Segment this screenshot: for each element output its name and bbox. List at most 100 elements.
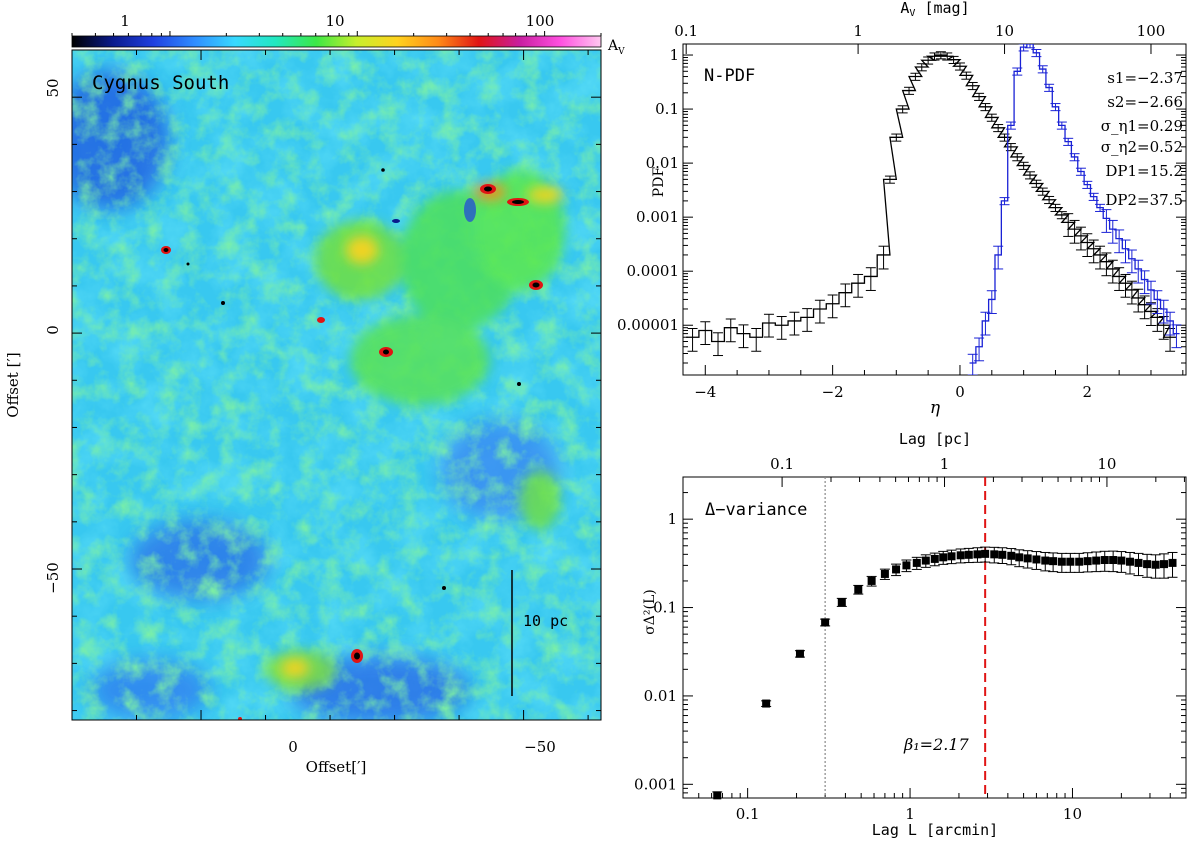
map-y-tick-label: 0: [44, 325, 62, 335]
npdf-y-tick-label: 1: [669, 46, 679, 64]
colorbar-tick-label: 1: [120, 12, 130, 30]
dv-data-point: [998, 550, 1007, 559]
dv-data-point: [990, 550, 999, 559]
delta-variance-reference-lines: [824, 477, 987, 798]
delta-variance-axes: 0.1 1 10 0.1 1 10 0.001 0.01 0.1 1: [634, 455, 1187, 823]
dv-data-point: [1075, 557, 1084, 566]
dv-data-point: [1151, 560, 1160, 569]
npdf-series-0: [686, 51, 1177, 357]
dv-top-tick-label: 1: [940, 455, 950, 473]
dv-data-point: [1041, 556, 1050, 565]
dv-data-point: [1159, 560, 1168, 569]
npdf-y-tick-label: 0.01: [646, 154, 679, 172]
npdf-y-tick-label: 0.00001: [617, 316, 679, 334]
npdf-top-tick-label: 100: [1137, 22, 1166, 40]
dv-data-point: [947, 552, 956, 561]
dv-data-point: [1125, 557, 1134, 566]
dv-data-point: [939, 553, 948, 562]
map-x-tick-label: −50: [524, 738, 556, 756]
dv-data-point: [981, 549, 990, 558]
npdf-x-tick-label: 2: [1083, 383, 1093, 401]
npdf-annotation-sigma1: σ_η1=0.29: [1101, 117, 1183, 135]
npdf-panel: −4 −2 0 2 0.00001 0.0001 0.001 0.01 0.1 1 0.1 1 10 10…: [617, 0, 1187, 418]
dv-data-point: [973, 550, 982, 559]
dv-data-point: [1109, 556, 1118, 565]
npdf-top-tick-label: 0.1: [674, 22, 698, 40]
dv-data-point: [837, 598, 846, 607]
dv-data-point: [1057, 557, 1066, 566]
map-y-tick-label: −50: [44, 562, 62, 594]
dv-data-point: [1083, 557, 1092, 566]
dv-data-point: [956, 551, 965, 560]
npdf-y-tick-label: 0.1: [655, 100, 679, 118]
npdf-y-tick-label: 0.0001: [627, 262, 680, 280]
colorbar: [71, 35, 602, 48]
delta-variance-annotation: β₁=2.17: [903, 735, 970, 754]
delta-variance-x-axis-label: Lag L [arcmin]: [872, 821, 998, 839]
map-y-axis-label: Offset [′]: [4, 352, 22, 417]
npdf-annotation-s1: s1=−2.37: [1107, 69, 1183, 87]
dv-data-point: [1134, 558, 1143, 567]
npdf-y-axis-label: PDF: [651, 167, 667, 198]
dv-data-point: [821, 618, 830, 627]
colorbar-label: AV: [607, 38, 625, 57]
npdf-annotation-dp1: DP1=15.2: [1105, 162, 1183, 180]
dv-data-point: [1032, 555, 1041, 564]
dv-data-point: [930, 554, 939, 563]
dv-x-tick-label: 1: [905, 805, 915, 823]
npdf-top-tick-label: 10: [995, 22, 1014, 40]
delta-variance-series: [712, 546, 1178, 800]
dv-x-tick-label: 0.1: [736, 805, 760, 823]
av-map-panel: 1 10 100 AV 0 −50 50 0 −50 Offset[′] Off…: [4, 12, 625, 776]
dv-data-point: [964, 550, 973, 559]
npdf-x-tick-label: −2: [822, 383, 844, 401]
npdf-axes: −4 −2 0 2 0.00001 0.0001 0.001 0.01 0.1 1 0.1 1 10 10…: [617, 22, 1186, 401]
colorbar-tick-label: 10: [325, 12, 344, 30]
dv-data-point: [1066, 557, 1075, 566]
dv-y-tick-label: 0.1: [653, 599, 677, 617]
scale-bar-label: 10 pc: [523, 612, 568, 630]
dv-data-point: [1143, 560, 1152, 569]
npdf-frame: [682, 43, 1187, 376]
dv-data-point: [921, 556, 930, 565]
npdf-annotation-dp2: DP2=37.5: [1105, 191, 1183, 209]
dv-data-point: [1117, 556, 1126, 565]
npdf-x-tick-label: −4: [694, 383, 716, 401]
dv-data-point: [1049, 557, 1058, 566]
delta-variance-panel: 0.1 1 10 0.1 1 10 0.001 0.01 0.1 1 Δ−variance β₁=…: [634, 430, 1187, 839]
dv-y-tick-label: 0.001: [634, 775, 677, 793]
npdf-series: [686, 44, 1182, 375]
map-x-tick-label: 0: [288, 738, 298, 756]
delta-variance-y-axis-label: σΔ²(L): [642, 589, 658, 635]
map-x-axis-label: Offset[′]: [306, 758, 367, 776]
npdf-step-line: [686, 54, 1177, 343]
dv-data-point: [795, 649, 804, 658]
dv-data-point: [762, 699, 771, 708]
npdf-x-axis-label: η: [930, 398, 941, 418]
dv-data-point: [854, 585, 863, 594]
npdf-title: N-PDF: [704, 66, 755, 86]
dv-data-point: [867, 576, 876, 585]
delta-variance-frame: [682, 476, 1187, 799]
npdf-top-axis-label: AV [mag]: [900, 0, 969, 19]
npdf-annotation-sigma2: σ_η2=0.52: [1101, 138, 1183, 156]
npdf-series-1: [967, 44, 1182, 375]
delta-variance-top-axis-label: Lag [pc]: [899, 430, 971, 448]
dv-data-point: [1100, 556, 1109, 565]
dv-x-tick-label: 10: [1063, 805, 1082, 823]
dv-data-point: [912, 558, 921, 567]
npdf-annotation-s2: s2=−2.66: [1107, 93, 1183, 111]
av-map-image: [72, 50, 601, 720]
dv-data-point: [713, 791, 722, 800]
dv-data-point: [1092, 556, 1101, 565]
dv-data-point: [1023, 554, 1032, 563]
dv-y-tick-label: 1: [667, 510, 677, 528]
map-y-tick-label: 50: [44, 78, 62, 97]
npdf-x-tick-label: 0: [955, 383, 965, 401]
map-axis-ticks: [71, 49, 601, 720]
dv-data-point: [1168, 558, 1177, 567]
dv-data-point: [902, 561, 911, 570]
npdf-y-tick-label: 0.001: [636, 208, 679, 226]
dv-y-tick-label: 0.01: [644, 687, 677, 705]
